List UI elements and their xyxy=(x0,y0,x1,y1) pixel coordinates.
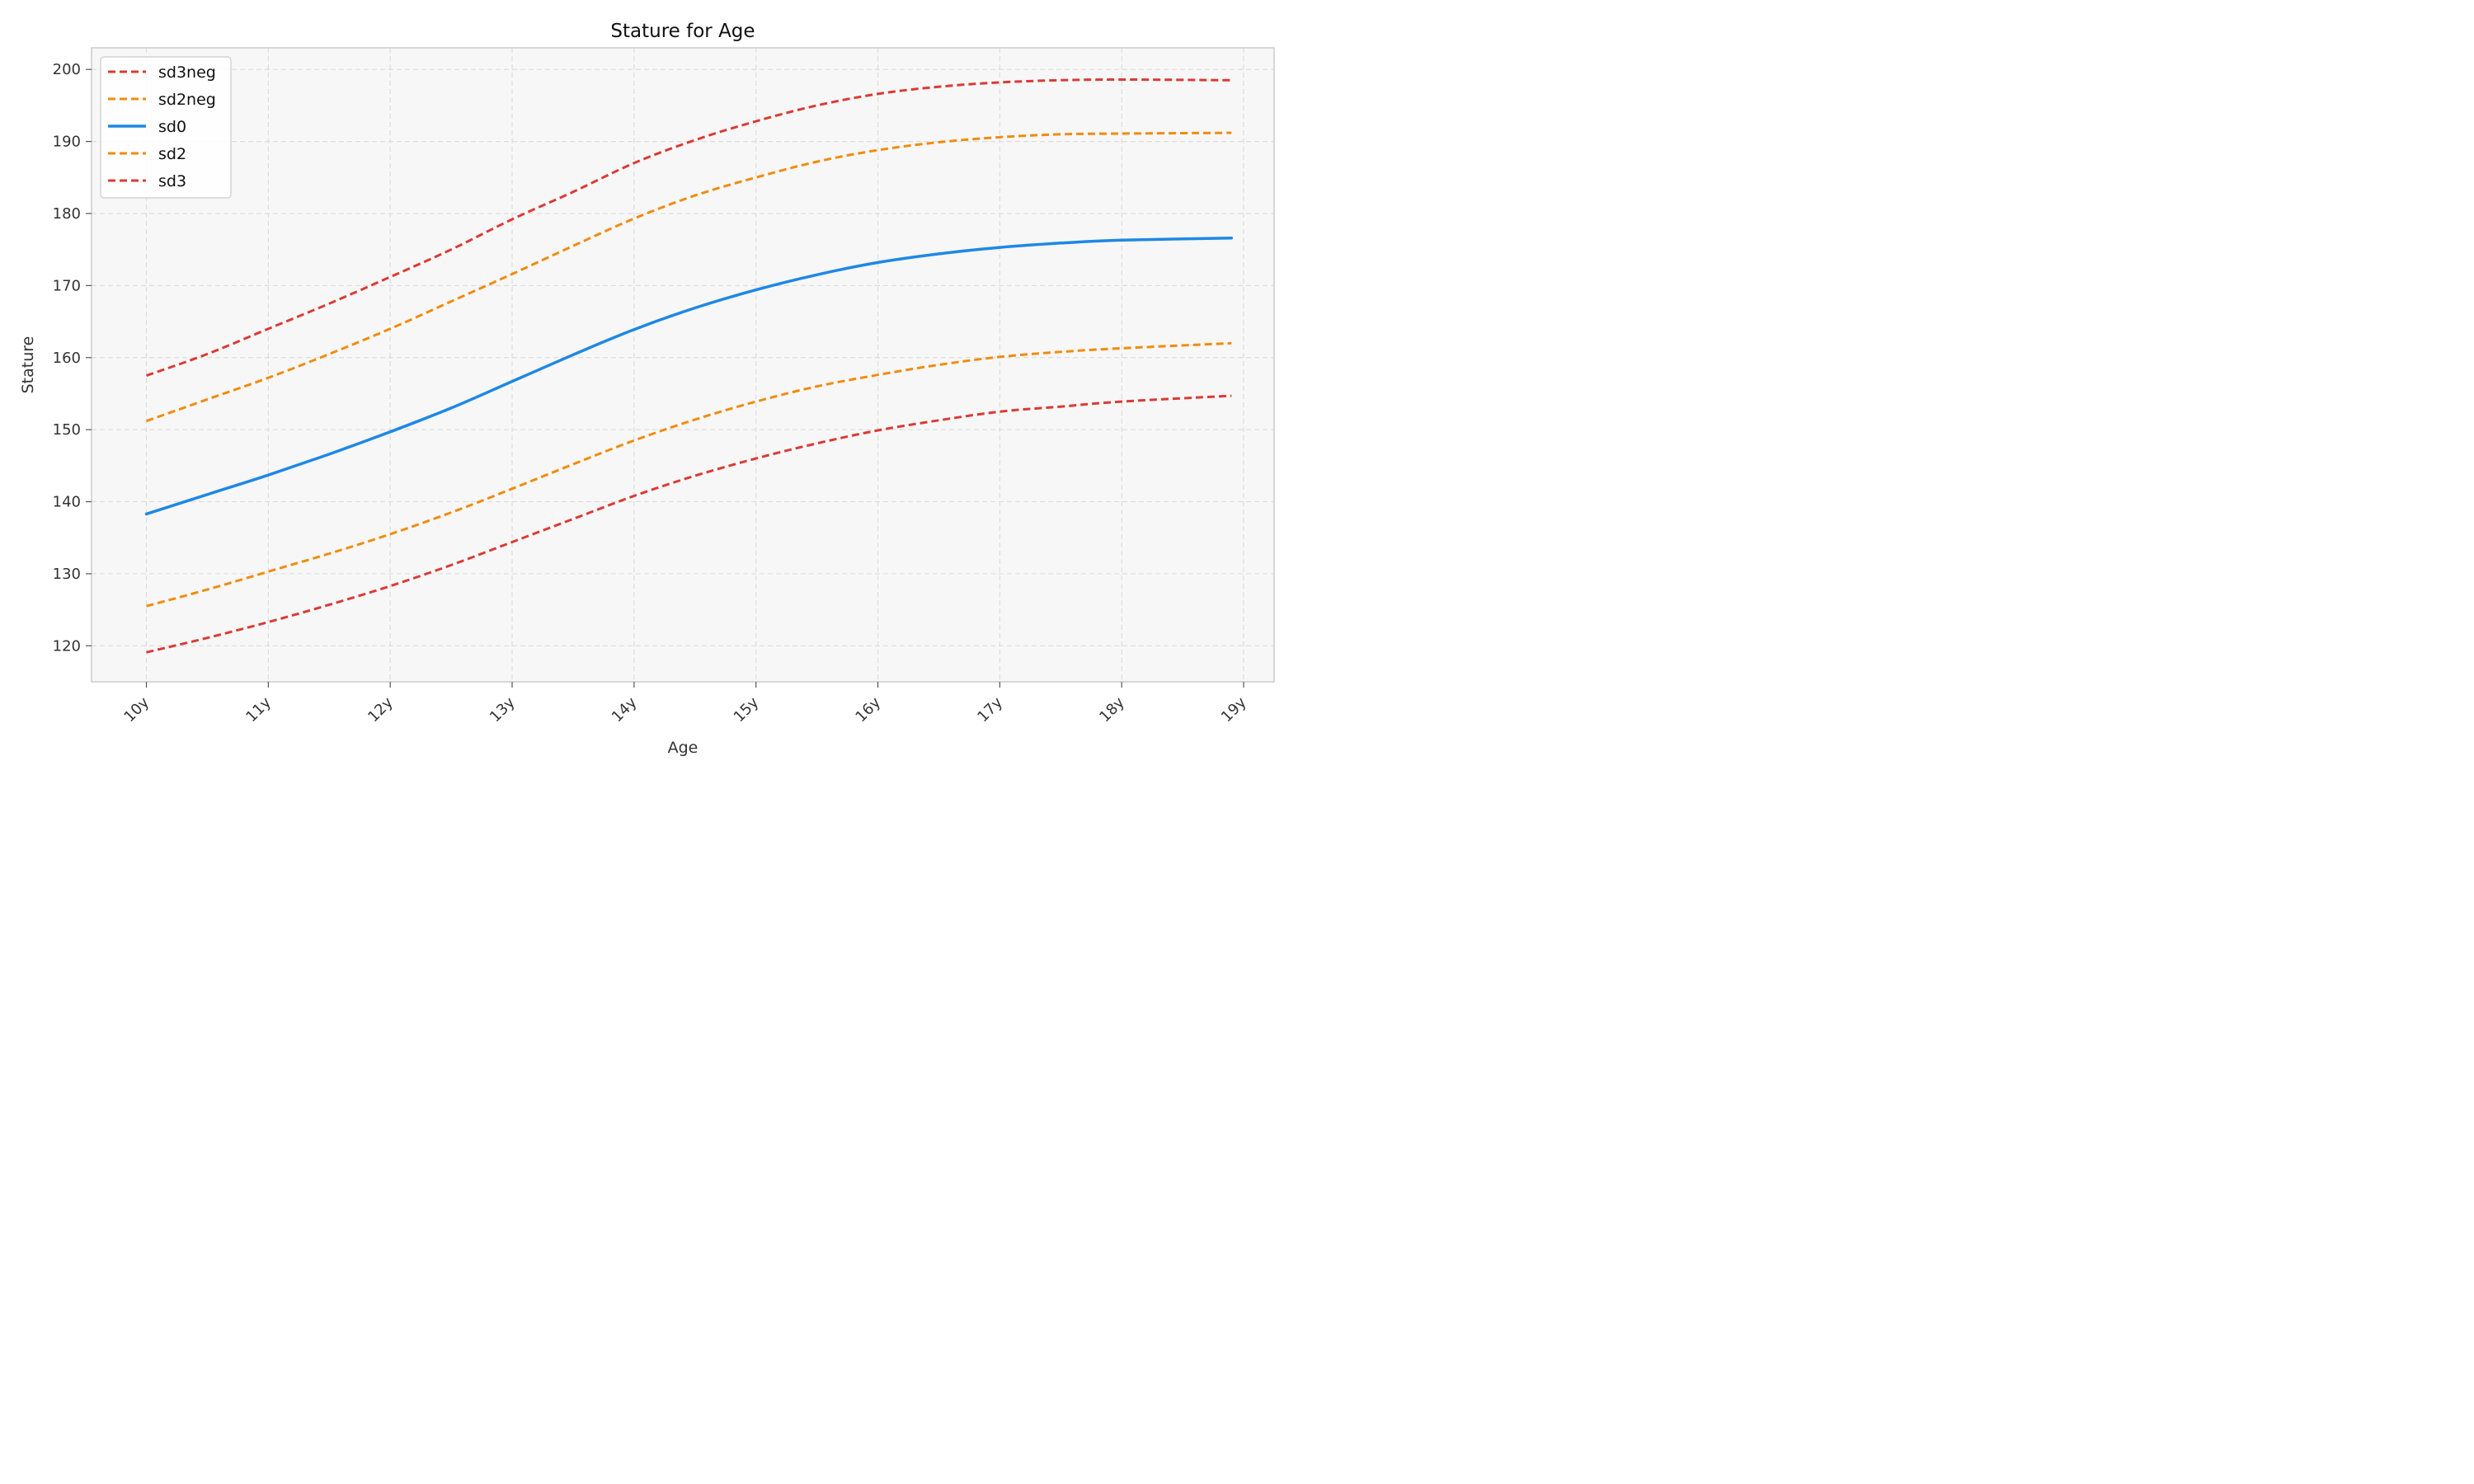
y-tick-label: 200 xyxy=(53,61,81,78)
plot-frame xyxy=(91,47,1275,683)
x-axis-title: Age xyxy=(668,739,698,757)
stature-chart: 10y 11y 12y 13y 14y 15y 16y 17y 18y 19y 120130140… xyxy=(0,0,1293,775)
series-line-sd3neg xyxy=(145,77,1232,378)
legend-label-sd2neg: sd2neg xyxy=(158,91,216,109)
legend-label-sd2: sd2 xyxy=(158,145,186,163)
series-line-sd3 xyxy=(146,394,1232,654)
grid xyxy=(92,48,1274,682)
plot-area xyxy=(92,48,1274,682)
legend-box xyxy=(100,56,232,199)
legend-label-sd3: sd3 xyxy=(158,172,186,190)
y-tick-label: 130 xyxy=(53,566,81,583)
legend-label-sd3neg: sd3neg xyxy=(158,63,216,82)
y-tick-label: 150 xyxy=(53,421,81,439)
y-tick-label: 170 xyxy=(53,277,81,294)
y-axis: 120 130 140 150 160 170 180 190 200 xyxy=(53,61,92,655)
y-tick-label: 180 xyxy=(53,205,81,223)
y-axis-title: Stature xyxy=(19,336,37,394)
y-tick-label: 160 xyxy=(53,350,81,367)
series-lines xyxy=(144,77,1234,654)
y-tick-label: 190 xyxy=(53,134,81,151)
chart-title: Stature for Age xyxy=(610,21,755,42)
y-tick-label: 120 xyxy=(53,637,81,655)
series-line-sd2 xyxy=(146,341,1232,608)
legend-label-sd0: sd0 xyxy=(158,118,186,136)
series-line-sd0 xyxy=(144,236,1234,516)
series-line-sd2neg xyxy=(145,131,1232,423)
legend: sd3neg sd2neg sd0 sd2 sd3 xyxy=(100,56,232,199)
y-tick-label: 140 xyxy=(53,494,81,511)
